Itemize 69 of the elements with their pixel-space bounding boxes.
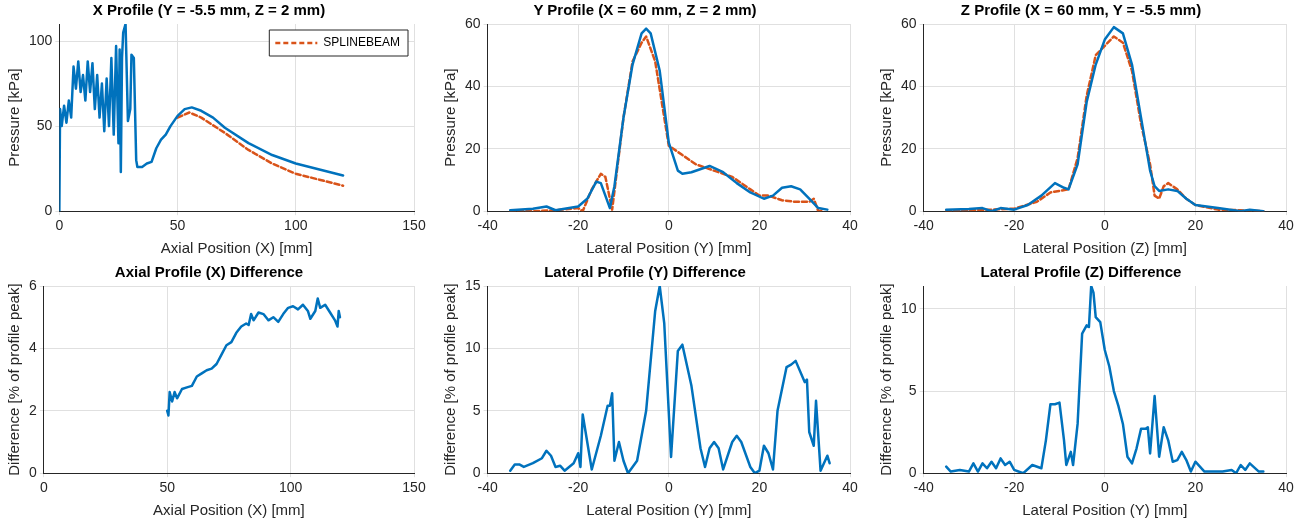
x-tick-label: 20 <box>751 217 768 234</box>
line-series <box>176 111 345 187</box>
chart-title: Lateral Profile (Y) Difference <box>544 263 746 281</box>
x-axis-title: Lateral Position (Y) [mm] <box>586 501 752 519</box>
y-tick-label: 4 <box>28 339 37 356</box>
y-tick-label: 6 <box>28 276 37 293</box>
y-axis-title: Pressure [kPa] <box>877 68 895 167</box>
y-axis-title: Difference [% of profile peak] <box>5 283 23 476</box>
y-tick-label: 10 <box>464 339 481 356</box>
y-tick-label: 20 <box>464 139 481 156</box>
x-axis-title: Lateral Position (Y) [mm] <box>586 239 752 257</box>
y-tick-label: 2 <box>28 401 37 418</box>
x-tick-label: 50 <box>159 479 176 496</box>
y-tick-label: 0 <box>28 464 37 481</box>
y-axis-title: Difference [% of profile peak] <box>441 283 459 476</box>
x-tick-label: 20 <box>751 479 768 496</box>
y-tick-label: 10 <box>900 299 917 316</box>
chart-title: Lateral Profile (Z) Difference <box>980 263 1182 281</box>
chart-title: Z Profile (X = 60 mm, Y = -5.5 mm) <box>960 1 1202 19</box>
x-axis-title: Lateral Position (Z) [mm] <box>1022 239 1187 257</box>
x-tick-label: 20 <box>1187 479 1204 496</box>
x-tick-label: 20 <box>1187 217 1204 234</box>
x-tick-label: 40 <box>1278 217 1294 234</box>
x-tick-label: 40 <box>842 217 858 234</box>
y-axis-title: Pressure [kPa] <box>5 68 23 167</box>
x-tick-label: -40 <box>913 217 934 234</box>
y-tick-label: 60 <box>464 14 481 31</box>
x-tick-label: 0 <box>1100 217 1109 234</box>
x-axis-title: Axial Position (X) [mm] <box>160 239 313 257</box>
y-tick-label: 0 <box>44 202 53 219</box>
x-tick-label: 100 <box>284 217 308 234</box>
y-tick-label: 0 <box>472 202 481 219</box>
x-tick-label: 150 <box>402 217 426 234</box>
y-tick-label: 15 <box>464 276 481 293</box>
x-tick-label: -20 <box>1004 217 1025 234</box>
y-tick-label: 50 <box>36 116 53 133</box>
x-tick-label: 0 <box>1100 479 1109 496</box>
x-tick-label: 100 <box>278 479 303 496</box>
chart-title: X Profile (Y = -5.5 mm, Z = 2 mm) <box>92 1 326 19</box>
y-tick-label: 40 <box>464 77 481 94</box>
x-axis-title: Lateral Position (Y) [mm] <box>1022 501 1188 519</box>
y-axis-title: Difference [% of profile peak] <box>877 283 895 476</box>
y-tick-label: 5 <box>472 401 481 418</box>
x-tick-label: 150 <box>402 479 426 496</box>
x-tick-label: -20 <box>568 217 589 234</box>
y-axis-title: Pressure [kPa] <box>441 68 459 167</box>
x-tick-label: 50 <box>169 217 186 234</box>
y-tick-label: 0 <box>908 202 917 219</box>
chart-title: Y Profile (X = 60 mm, Z = 2 mm) <box>533 1 757 19</box>
x-tick-label: -20 <box>568 479 589 496</box>
x-axis-title: Axial Position (X) [mm] <box>153 501 305 519</box>
x-tick-label: 0 <box>55 217 64 234</box>
y-tick-label: 0 <box>908 464 917 481</box>
x-tick-label: -40 <box>913 479 934 496</box>
legend-label: SPLINEBEAM <box>323 35 401 50</box>
x-tick-label: 40 <box>842 479 858 496</box>
x-tick-label: 40 <box>1278 479 1294 496</box>
x-tick-label: -20 <box>1004 479 1025 496</box>
x-tick-label: 0 <box>664 217 673 234</box>
x-tick-label: -40 <box>477 479 498 496</box>
x-tick-label: 0 <box>664 479 673 496</box>
y-tick-label: 100 <box>29 31 53 48</box>
x-tick-label: -40 <box>477 217 498 234</box>
y-tick-label: 5 <box>908 381 917 398</box>
y-tick-label: 20 <box>900 139 917 156</box>
y-tick-label: 0 <box>472 464 481 481</box>
chart-title: Axial Profile (X) Difference <box>114 263 304 281</box>
y-tick-label: 40 <box>900 77 917 94</box>
y-tick-label: 60 <box>900 14 917 31</box>
